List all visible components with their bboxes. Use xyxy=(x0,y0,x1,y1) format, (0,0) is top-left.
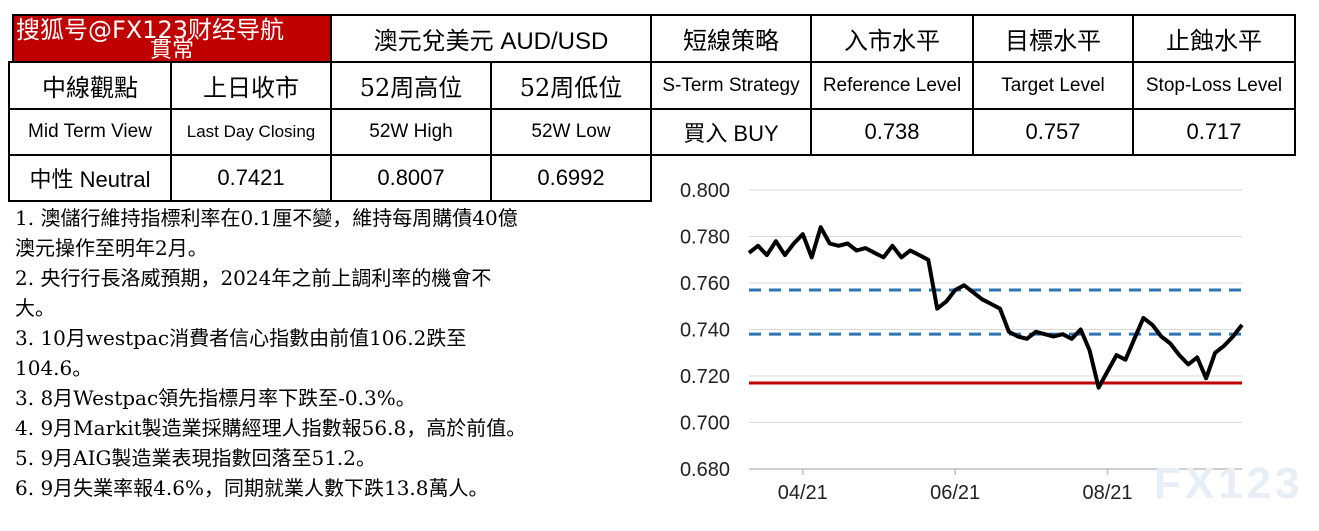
strategy-header-text: 短線策略 xyxy=(683,27,779,55)
reference-lines xyxy=(749,288,1242,385)
high52-en: 52W High xyxy=(330,108,492,156)
note-line: 澳元操作至明年2月。 xyxy=(15,236,208,260)
low52-en-text: 52W Low xyxy=(531,121,611,142)
y-axis-ticks: 0.800 0.780 0.760 0.740 0.720 0.700 0.680 xyxy=(680,180,730,481)
low52-value: 0.6992 xyxy=(490,154,652,202)
stoploss-en-text: Stop-Loss Level xyxy=(1145,74,1283,96)
stoploss-value-text: 0.717 xyxy=(1186,119,1242,144)
x-tick-label: 04/21 xyxy=(778,482,828,504)
chart-watermark: FX123 xyxy=(1154,459,1304,508)
stop-header: 止蝕水平 xyxy=(1132,14,1296,63)
note-line: 1. 澳儲行維持指標利率在0.1厘不變，維持每周購債40億 xyxy=(15,206,518,230)
reference-value-text: 0.738 xyxy=(864,119,920,144)
view-value-text: 中性 Neutral xyxy=(29,167,151,192)
target-en: Target Level xyxy=(972,61,1134,110)
note-line: 3. 10月westpac消費者信心指數由前值106.2跌至 xyxy=(15,326,467,350)
x-tick-label: 08/21 xyxy=(1083,482,1133,504)
reference-en-text: Reference Level xyxy=(822,74,962,96)
audusd-line-chart: 0.800 0.780 0.760 0.740 0.720 0.700 0.680 04/2… xyxy=(680,180,1304,508)
y-tick-label: 0.680 xyxy=(680,459,730,481)
high52-cn-text: 52周高位 xyxy=(359,74,463,102)
target-header-text: 目標水平 xyxy=(1005,27,1101,55)
mid-view-cn: 中線觀點 xyxy=(8,61,172,110)
strategy-value: 買入 BUY xyxy=(650,108,812,156)
note-line: 2. 央行行長洛威預期，2024年之前上調利率的機會不 xyxy=(15,266,492,290)
target-header: 目標水平 xyxy=(972,14,1134,63)
news-notes: 1. 澳儲行維持指標利率在0.1厘不變，維持每周購債40億 澳元操作至明年2月。… xyxy=(15,203,645,503)
low52-cn: 52周低位 xyxy=(490,61,652,110)
strategy-en-text: S-Term Strategy xyxy=(662,74,800,96)
strategy-header: 短線策略 xyxy=(650,14,812,63)
stoploss-en: Stop-Loss Level xyxy=(1132,61,1296,110)
price-series-line xyxy=(747,225,1244,390)
last-close-en: Last Day Closing xyxy=(170,108,332,156)
stop-header-text: 止蝕水平 xyxy=(1166,27,1262,55)
reference-en: Reference Level xyxy=(810,61,974,110)
last-close-cn-text: 上日收市 xyxy=(203,74,299,102)
note-line: 104.6。 xyxy=(15,356,93,380)
note-line: 3. 8月Westpac領先指標月率下跌至-0.3%。 xyxy=(15,386,416,410)
y-tick-label: 0.760 xyxy=(680,273,730,295)
note-line: 4. 9月Markit製造業採購經理人指數報56.8，高於前值。 xyxy=(15,416,527,440)
header-left-red: 貫常 xyxy=(12,14,332,63)
reference-value: 0.738 xyxy=(810,108,974,156)
y-tick-label: 0.700 xyxy=(680,413,730,435)
low52-value-text: 0.6992 xyxy=(537,165,605,190)
entry-header-text: 入市水平 xyxy=(844,27,940,55)
entry-header: 入市水平 xyxy=(810,14,974,63)
note-line: 大。 xyxy=(15,296,55,320)
target-value-text: 0.757 xyxy=(1025,119,1081,144)
target-en-text: Target Level xyxy=(1001,74,1105,96)
chart-gridlines xyxy=(749,189,1242,470)
strategy-value-text: 買入 BUY xyxy=(683,121,779,146)
high52-value: 0.8007 xyxy=(330,154,492,202)
view-value: 中性 Neutral xyxy=(8,154,172,202)
low52-en: 52W Low xyxy=(490,108,652,156)
last-close-en-text: Last Day Closing xyxy=(186,122,316,141)
pair-title-text: 澳元兌美元 AUD/USD xyxy=(373,28,609,55)
mid-view-cn-text: 中線觀點 xyxy=(42,74,138,102)
last-close-cn: 上日收市 xyxy=(170,61,332,110)
y-tick-label: 0.740 xyxy=(680,320,730,342)
note-line: 6. 9月失業率報4.6%，同期就業人數下跌13.8萬人。 xyxy=(15,476,489,500)
x-tick-label: 06/21 xyxy=(930,482,980,504)
header-left-title: 貫常 xyxy=(150,36,195,62)
stoploss-value: 0.717 xyxy=(1132,108,1296,156)
strategy-en: S-Term Strategy xyxy=(650,61,812,110)
low52-cn-text: 52周低位 xyxy=(519,74,623,102)
last-close-value: 0.7421 xyxy=(170,154,332,202)
pair-title: 澳元兌美元 AUD/USD xyxy=(330,14,652,63)
high52-cn: 52周高位 xyxy=(330,61,492,110)
watermark-text: 搜狐号@FX123财经导航 xyxy=(16,16,285,44)
target-value: 0.757 xyxy=(972,108,1134,156)
last-close-value-text: 0.7421 xyxy=(217,165,285,190)
x-axis-ticks: 04/21 06/21 08/21 xyxy=(778,469,1133,504)
mid-view-en: Mid Term View xyxy=(8,108,172,156)
y-tick-label: 0.720 xyxy=(680,366,730,388)
note-line: 5. 9月AIG製造業表現指數回落至51.2。 xyxy=(15,446,377,470)
high52-value-text: 0.8007 xyxy=(377,165,445,190)
y-tick-label: 0.800 xyxy=(680,180,730,202)
y-tick-label: 0.780 xyxy=(680,227,730,249)
mid-view-en-text: Mid Term View xyxy=(28,121,152,142)
high52-en-text: 52W High xyxy=(369,121,453,142)
